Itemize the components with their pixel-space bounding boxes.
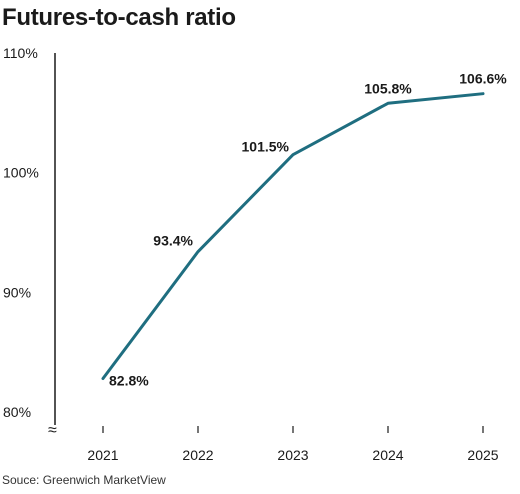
source-note: Souce: Greenwich MarketView [2,473,166,487]
data-labels: 82.8% 93.4% 101.5% 105.8% 106.6% [109,71,507,389]
y-axis: ≈80% 90% 100% 110% [3,45,57,439]
y-tick-label: 100% [3,165,39,181]
data-label: 106.6% [459,71,507,87]
data-label: 101.5% [242,139,290,155]
x-axis: 2021 2022 2023 2024 2025 [87,426,499,463]
chart-title: Futures-to-cash ratio [2,4,236,31]
x-tick-label: 2024 [372,447,403,463]
y-tick-label: 90% [3,284,31,300]
series [101,92,485,380]
series-line [101,92,485,380]
data-label: 105.8% [364,80,412,96]
y-tick-label: 110% [3,45,38,61]
data-label: 93.4% [153,233,193,249]
data-label: 82.8% [109,372,149,388]
x-tick-label: 2022 [182,447,213,463]
x-tick-label: 2021 [87,447,118,463]
y-tick-label: 80% [3,404,31,420]
x-tick-label: 2025 [467,447,498,463]
x-tick-label: 2023 [277,447,308,463]
axis-break-symbol: ≈ [48,422,57,439]
